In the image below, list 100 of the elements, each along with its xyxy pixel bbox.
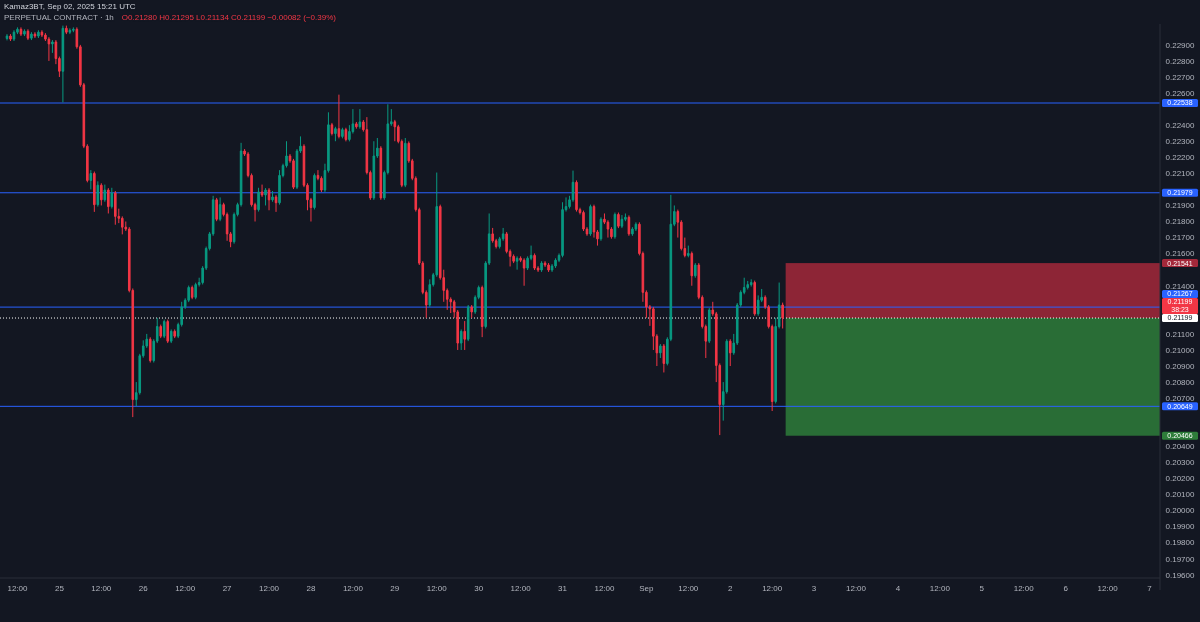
candlestick — [480, 285, 484, 338]
candlestick — [547, 262, 550, 273]
y-tick-label: 0.20700 — [1165, 393, 1196, 403]
x-tick-label: 12:00 — [762, 584, 783, 593]
candlestick — [33, 31, 37, 39]
y-tick-label: 0.20200 — [1165, 474, 1196, 484]
candlestick — [358, 108, 362, 130]
candlestick — [554, 257, 557, 269]
x-tick-label: 29 — [390, 584, 400, 593]
candlestick — [522, 257, 526, 287]
candlestick — [393, 119, 397, 142]
candlestick — [330, 122, 334, 136]
y-tick-label: 0.20300 — [1165, 458, 1196, 468]
candlestick — [634, 221, 638, 232]
x-tick-label: 12:00 — [426, 584, 448, 593]
candlestick — [341, 127, 344, 139]
y-tick-label: 0.21800 — [1165, 217, 1196, 227]
x-tick-label: 25 — [54, 584, 65, 593]
y-tick-label: 0.19700 — [1165, 554, 1196, 564]
candlestick — [753, 280, 756, 317]
candlestick — [470, 304, 473, 319]
x-tick-label: 28 — [306, 584, 316, 593]
y-tick-label: 0.22200 — [1165, 153, 1196, 163]
y-tick-label: 0.22800 — [1165, 56, 1196, 66]
candlestick — [690, 251, 694, 287]
candlestick — [65, 25, 68, 35]
candlestick — [463, 320, 466, 351]
x-tick-label: 3 — [811, 584, 817, 593]
candlestick — [61, 25, 65, 103]
y-tick-label: 0.22100 — [1165, 169, 1196, 179]
candlestick — [93, 171, 96, 213]
candlestick — [274, 194, 278, 213]
candlestick — [30, 31, 33, 41]
candlestick — [659, 343, 662, 359]
y-tick-label: 0.22300 — [1165, 137, 1196, 147]
y-tick-label: 0.19600 — [1165, 570, 1196, 580]
y-tick-label: 0.20400 — [1165, 442, 1196, 452]
candlestick — [9, 33, 12, 42]
candlestick — [512, 253, 515, 264]
candlestick — [215, 197, 218, 222]
y-tick-label: 0.21900 — [1165, 201, 1196, 211]
candlestick — [313, 173, 316, 210]
y-tick-label: 0.19900 — [1165, 522, 1196, 532]
candlestick — [589, 204, 592, 237]
candlestick — [100, 182, 103, 206]
x-tick-label: 7 — [1147, 584, 1153, 593]
x-tick-label: 5 — [979, 584, 985, 593]
candlestick — [110, 187, 114, 210]
candlestick — [582, 210, 585, 232]
y-tick-label: 0.22400 — [1165, 120, 1196, 130]
candlestick — [72, 26, 75, 33]
x-tick-label: 6 — [1063, 584, 1069, 593]
x-tick-label: 12:00 — [678, 584, 699, 593]
candlestick — [166, 319, 170, 344]
candlestick — [355, 121, 358, 130]
y-tick-label: 0.21000 — [1165, 345, 1196, 355]
candlestick — [292, 158, 295, 190]
candlestick — [19, 26, 23, 37]
candlestick — [37, 29, 40, 39]
x-tick-label: 12:00 — [342, 584, 364, 593]
candlestick — [68, 27, 72, 35]
x-tick-label: 12:00 — [1013, 584, 1035, 593]
candlestick — [159, 324, 163, 339]
candlestick — [662, 343, 666, 373]
candlestick — [694, 262, 697, 279]
candlestick — [617, 212, 620, 229]
candlestick — [264, 187, 267, 206]
candlestick — [89, 169, 93, 190]
y-tick-label: 0.20900 — [1165, 361, 1196, 371]
candlestick — [148, 336, 152, 363]
y-tick-label: 0.19800 — [1165, 538, 1196, 548]
x-tick-label: 12:00 — [594, 584, 616, 593]
candlestick — [271, 190, 274, 203]
x-tick-label: 12:00 — [846, 584, 867, 593]
candlestick — [613, 212, 617, 240]
candlestick — [687, 245, 690, 258]
candlestick — [47, 36, 51, 62]
text: Kamaz3BT, Sep 02, 2025 15:21 UTC — [4, 2, 136, 11]
y-tick-label: 0.21100 — [1165, 329, 1195, 339]
y-tick-label: 0.20000 — [1165, 506, 1196, 516]
candlestick — [746, 280, 750, 290]
x-tick-label: 27 — [222, 584, 233, 593]
candlestick — [404, 137, 407, 188]
x-tick-label: 31 — [558, 584, 568, 593]
candlestick — [114, 190, 117, 226]
candlestick — [267, 187, 271, 211]
y-tick-label: 0.20100 — [1165, 490, 1196, 500]
y-tick-label: 0.21600 — [1165, 249, 1196, 259]
candlestick — [459, 328, 463, 351]
x-tick-label: 12:00 — [91, 584, 112, 593]
candlestick — [543, 260, 547, 268]
text: O0.21280 H0.21295 L0.21134 C0.21199 −0.00082 (−0.39%) — [121, 13, 337, 22]
candlestick — [561, 201, 564, 258]
candlestick — [491, 227, 494, 244]
candlestick — [781, 302, 784, 329]
x-tick-label: 30 — [474, 584, 484, 593]
chart-title: PERPETUAL CONTRACT · 1h — [4, 13, 114, 22]
candlestick — [372, 140, 376, 201]
y-tick-label: 0.21400 — [1165, 281, 1196, 291]
x-tick-label: Sep — [639, 584, 655, 593]
